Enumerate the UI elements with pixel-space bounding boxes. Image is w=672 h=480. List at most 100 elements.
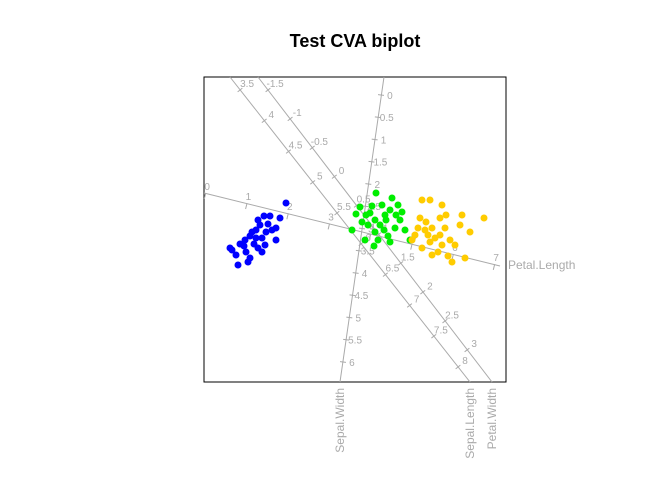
point — [424, 231, 432, 239]
tick-label: 7 — [493, 253, 499, 264]
tick-mark — [265, 87, 271, 93]
point — [374, 236, 382, 244]
tick-label: 0.5 — [357, 195, 371, 206]
point — [361, 236, 369, 244]
tick-label: 5 — [317, 171, 323, 182]
point — [232, 251, 240, 259]
tick-mark — [382, 272, 389, 277]
point — [362, 211, 370, 219]
axis-name: Petal.Length — [508, 258, 575, 272]
point — [282, 199, 290, 207]
point — [378, 201, 386, 209]
point — [272, 236, 280, 244]
point — [434, 248, 442, 256]
tick-mark — [203, 192, 207, 200]
biplot-axis — [339, 76, 385, 383]
point — [260, 212, 268, 220]
point — [456, 221, 464, 229]
tick-label: -1.5 — [267, 79, 285, 90]
tick-label: 2 — [374, 180, 380, 191]
point — [276, 214, 284, 222]
point — [241, 236, 249, 244]
tick-mark — [327, 223, 331, 230]
point — [422, 218, 430, 226]
point — [382, 216, 390, 224]
tick-label: 2.5 — [445, 310, 459, 321]
tick-mark — [397, 261, 404, 266]
point — [436, 214, 444, 222]
tick-mark — [406, 303, 413, 308]
tick-label: 1.5 — [401, 252, 415, 263]
tick-label: 5.5 — [348, 336, 362, 347]
tick-mark — [349, 294, 356, 297]
point — [418, 244, 426, 252]
point — [388, 194, 396, 202]
tick-mark — [368, 233, 372, 240]
tick-label: 3 — [328, 212, 334, 223]
tick-mark — [358, 227, 366, 230]
tick-mark — [309, 145, 315, 151]
point — [376, 221, 384, 229]
point — [441, 224, 449, 232]
point — [391, 224, 399, 232]
point — [348, 226, 356, 234]
point — [358, 218, 366, 226]
point — [234, 261, 242, 269]
tick-mark — [410, 243, 413, 250]
tick-label: 3 — [368, 224, 374, 235]
point — [258, 248, 266, 256]
tick-label: 1 — [381, 135, 387, 146]
point — [480, 214, 488, 222]
point — [401, 226, 409, 234]
tick-mark — [368, 160, 375, 163]
tick-mark — [343, 338, 350, 341]
point — [356, 203, 364, 211]
tick-mark — [377, 94, 385, 96]
tick-mark — [420, 289, 426, 295]
tick-mark — [455, 364, 461, 370]
tick-label: 0.5 — [380, 113, 394, 124]
point — [371, 228, 379, 236]
point — [272, 224, 280, 232]
point — [451, 241, 459, 249]
point — [398, 208, 406, 216]
tick-mark — [334, 210, 340, 216]
tick-mark — [286, 213, 289, 220]
point — [444, 252, 452, 260]
tick-mark — [237, 87, 243, 93]
tick-mark — [365, 183, 372, 185]
tick-label: -0.5 — [311, 137, 329, 148]
point — [371, 216, 379, 224]
point — [252, 234, 260, 242]
point — [242, 248, 250, 256]
tick-label: 4 — [362, 269, 368, 280]
point — [428, 251, 436, 259]
tick-mark — [245, 203, 248, 210]
point — [448, 258, 456, 266]
tick-label: 2 — [287, 202, 293, 213]
point — [426, 196, 434, 204]
point — [442, 211, 450, 219]
point — [458, 211, 466, 219]
point — [466, 228, 474, 236]
tick-label: 4 — [370, 222, 376, 233]
tick-label: 3.5 — [240, 79, 254, 90]
tick-mark — [375, 232, 382, 237]
tick-mark — [309, 180, 316, 185]
point — [250, 240, 258, 248]
point — [364, 221, 372, 229]
point — [266, 212, 274, 220]
tick-mark — [285, 149, 292, 154]
tick-mark — [464, 347, 470, 353]
tick-mark — [371, 138, 378, 141]
tick-label: 8 — [462, 356, 468, 367]
tick-label: 2 — [427, 281, 433, 292]
tick-label: -1 — [293, 108, 302, 119]
point — [426, 238, 434, 246]
point — [438, 241, 446, 249]
tick-label: 1.5 — [373, 158, 387, 169]
axis-name: Sepal.Width — [333, 388, 347, 453]
tick-label: 3 — [471, 339, 477, 350]
